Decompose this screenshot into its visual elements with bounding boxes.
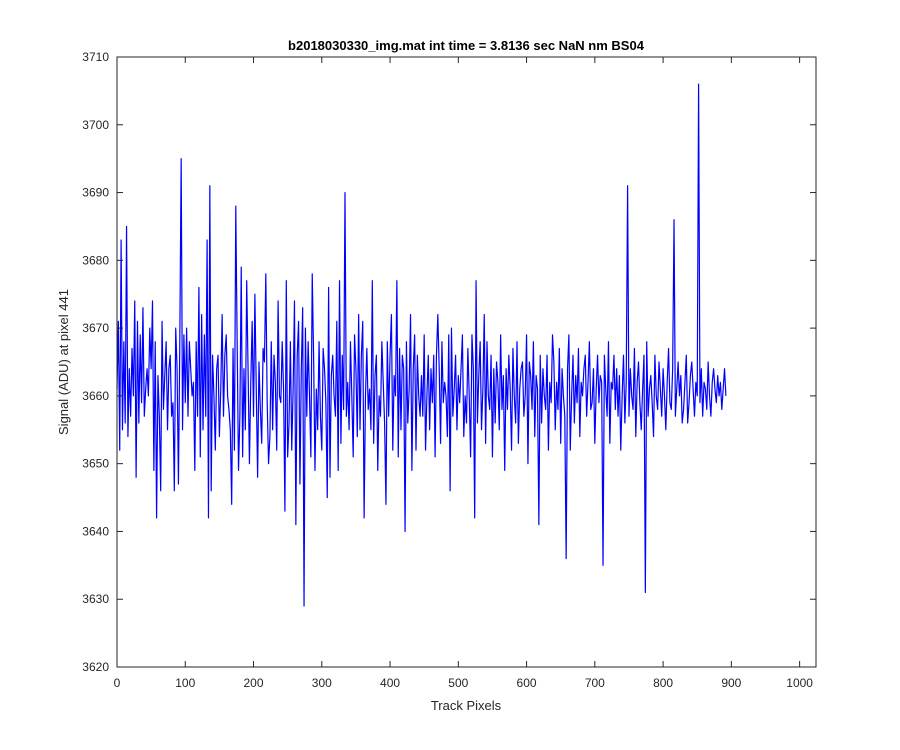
chart-title: b2018030330_img.mat int time = 3.8136 se…	[288, 38, 645, 53]
y-tick-label: 3680	[82, 253, 109, 267]
x-tick-label: 1000	[786, 676, 813, 690]
x-tick-label: 100	[175, 676, 195, 690]
x-tick-label: 600	[517, 676, 537, 690]
x-axis: 0 100 200 300 400 500 600 700 800 900 1000	[114, 57, 813, 690]
x-tick-label: 900	[721, 676, 741, 690]
x-axis-label: Track Pixels	[431, 698, 502, 713]
x-tick-label: 500	[448, 676, 468, 690]
x-tick-label: 700	[585, 676, 605, 690]
y-tick-label: 3700	[82, 118, 109, 132]
x-tick-label: 200	[244, 676, 264, 690]
x-tick-label: 400	[380, 676, 400, 690]
y-axis: 3620 3630 3640 3650 3660 3670 3680 3690 3700 3710	[82, 50, 816, 674]
x-tick-label: 0	[114, 676, 121, 690]
y-tick-label: 3640	[82, 524, 109, 538]
y-tick-label: 3670	[82, 321, 109, 335]
y-tick-label: 3660	[82, 389, 109, 403]
y-tick-label: 3690	[82, 186, 109, 200]
y-tick-label: 3650	[82, 457, 109, 471]
x-tick-label: 800	[653, 676, 673, 690]
y-axis-label: Signal (ADU) at pixel 441	[56, 289, 71, 435]
plot-frame	[116, 56, 817, 668]
y-tick-label: 3710	[82, 50, 109, 64]
x-tick-label: 300	[312, 676, 332, 690]
y-tick-label: 3630	[82, 592, 109, 606]
series-line-0	[116, 83, 727, 607]
y-tick-label: 3620	[82, 660, 109, 674]
series-layer	[116, 83, 727, 607]
